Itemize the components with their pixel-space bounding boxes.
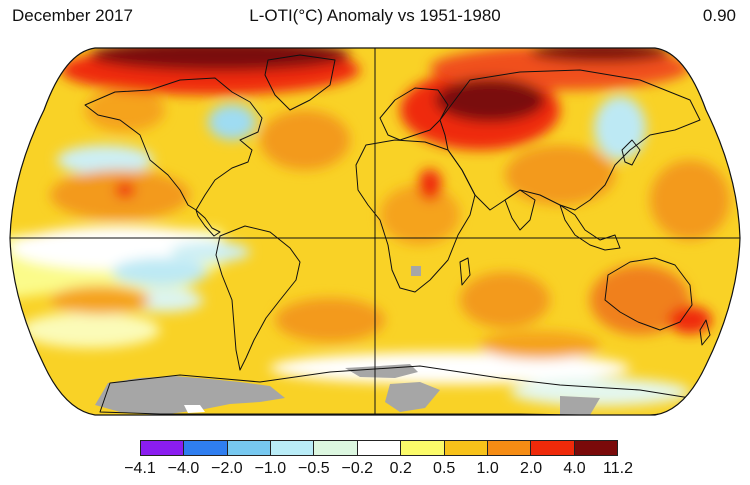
field-cool-siberia-east [594, 96, 646, 160]
se-asia-outline [559, 204, 621, 251]
field-red-n-africa [418, 169, 442, 201]
field-warm-southern-indian [480, 331, 600, 359]
legend-tick-label: −2.0 [211, 460, 243, 477]
new-zealand-outline [699, 319, 711, 346]
legend-swatch [184, 441, 228, 455]
field-red-n-pacific [115, 182, 135, 198]
australia-outline [604, 257, 693, 331]
field-white-antarctic-east [510, 378, 690, 406]
legend-swatch [227, 441, 272, 455]
legend-ticks: −4.1 −4.0 −2.0 −1.0 −0.5 −0.2 0.2 0.5 1.0 2.0 4.0 1… [0, 459, 750, 481]
legend-swatch [531, 441, 575, 455]
field-warm-china [505, 145, 615, 205]
anomaly-field [10, 48, 730, 406]
madagascar-outline [459, 257, 471, 286]
field-cool-tropical-pacific [112, 258, 208, 286]
central-america-outline [195, 209, 221, 237]
legend-tick-label: 11.2 [603, 460, 633, 477]
legend-tick-label: 2.0 [519, 460, 543, 477]
legend-swatch [487, 441, 532, 455]
color-legend [140, 440, 618, 456]
field-warm-west-pacific [650, 160, 730, 240]
south-america-outline [215, 225, 301, 371]
field-red-sw-australia [668, 306, 712, 334]
field-cool-north-pacific [57, 145, 153, 175]
global-mean-anomaly: 0.90 [702, 6, 736, 25]
legend-swatch [574, 441, 617, 455]
field-warm-south-pacific [50, 286, 150, 314]
globe [10, 48, 740, 415]
greenland-outline [264, 54, 336, 111]
field-warm-alaska [85, 88, 165, 132]
legend-tick-label: 0.5 [433, 460, 456, 477]
field-warm-north-atlantic [260, 110, 350, 170]
legend-tick-label: −4.0 [167, 460, 200, 477]
field-warm-south-atlantic [275, 298, 385, 342]
legend-tick-label: 1.0 [476, 460, 499, 477]
field-warm-africa [380, 185, 460, 245]
japan-outline [621, 139, 641, 166]
field-cool-ne-canada [208, 104, 256, 140]
legend-swatch [401, 441, 445, 455]
field-darkred-siberia [435, 78, 545, 122]
asia-outline [439, 69, 701, 211]
legend-tick-label: −0.2 [341, 460, 374, 477]
legend-tick-label: −1.0 [254, 460, 287, 477]
legend-swatch [141, 441, 185, 455]
legend-swatch [444, 441, 488, 455]
legend-tick-label: −0.5 [298, 460, 330, 477]
field-darkred-arctic [90, 48, 350, 71]
globe-border [9, 47, 741, 416]
field-cool-east-pacific [170, 242, 250, 262]
field-warm-australia [590, 265, 690, 335]
legend-swatch [357, 441, 402, 455]
field-darkred-arctic-east [530, 48, 670, 62]
map-date: December 2017 [12, 6, 133, 25]
legend-swatch [314, 441, 358, 455]
field-white-south-pacific [20, 312, 160, 348]
land-outlines [84, 54, 711, 415]
legend-tick-label: −4.1 [124, 460, 156, 477]
legend-tick-label: 4.0 [563, 460, 586, 477]
legend-tick-label: 0.2 [389, 460, 412, 477]
north-america-outline [84, 77, 263, 211]
map-title: L-OTI(°C) Anomaly vs 1951-1980 [249, 6, 501, 25]
legend-swatch [271, 441, 315, 455]
field-cool-south-pacific [127, 288, 203, 312]
field-warm-indian-ocean [460, 272, 550, 328]
india-outline [504, 189, 536, 231]
